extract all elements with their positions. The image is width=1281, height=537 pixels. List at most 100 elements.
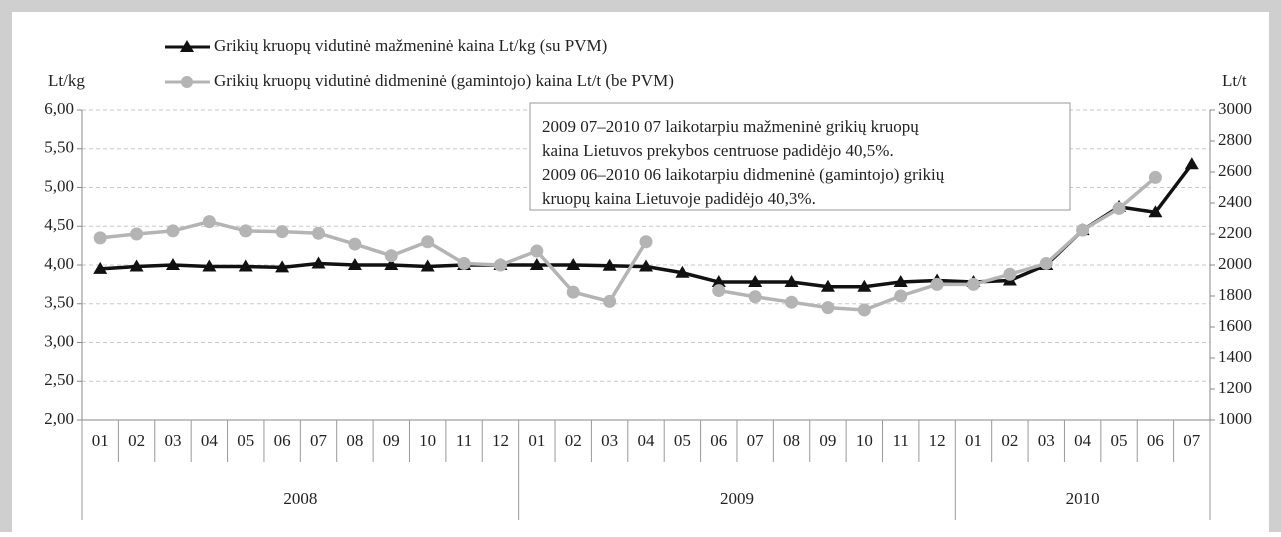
marker — [893, 275, 908, 288]
y2-tick-label: 1200 — [1218, 378, 1252, 397]
x-tick-label: 08 — [783, 431, 800, 450]
annotation-text: kruopų kaina Lietuvoje padidėjo 40,3%. — [542, 189, 816, 208]
marker — [493, 258, 507, 272]
x-tick-label: 02 — [128, 431, 145, 450]
x-tick-label: 05 — [1111, 431, 1128, 450]
marker — [93, 261, 108, 274]
y-tick-label: 3,50 — [44, 293, 74, 312]
marker — [1076, 223, 1090, 237]
marker — [421, 235, 435, 249]
marker — [748, 275, 763, 288]
x-tick-label: 04 — [638, 431, 656, 450]
marker — [1003, 267, 1017, 281]
marker — [348, 237, 362, 251]
marker — [820, 279, 835, 292]
marker — [785, 295, 799, 309]
y-tick-label: 4,50 — [44, 215, 74, 234]
marker — [675, 265, 690, 278]
marker — [457, 256, 471, 270]
marker — [784, 275, 799, 288]
marker — [275, 260, 290, 273]
y2-tick-label: 2200 — [1218, 223, 1252, 242]
x-tick-label: 12 — [929, 431, 946, 450]
x-tick-label: 04 — [1074, 431, 1092, 450]
annotation-text: 2009 06–2010 06 laikotarpiu didmeninė (g… — [542, 165, 945, 184]
x-tick-label: 07 — [747, 431, 765, 450]
y-tick-label: 4,00 — [44, 254, 74, 273]
y2-tick-label: 1000 — [1218, 409, 1252, 428]
marker — [603, 294, 617, 308]
marker — [602, 258, 617, 271]
marker — [1112, 201, 1126, 215]
marker — [312, 226, 326, 240]
y-tick-label: 3,00 — [44, 331, 74, 350]
marker — [347, 258, 362, 270]
y-axis-label: Lt/kg — [48, 71, 85, 90]
y-tick-label: 2,50 — [44, 370, 74, 389]
x-tick-label: 08 — [346, 431, 363, 450]
x-tick-label: 07 — [1183, 431, 1201, 450]
x-tick-label: 03 — [601, 431, 618, 450]
x-tick-label: 09 — [383, 431, 400, 450]
x-tick-label: 05 — [674, 431, 691, 450]
annotation-text: 2009 07–2010 07 laikotarpiu mažmeninė gr… — [542, 117, 919, 136]
marker — [166, 224, 180, 238]
y-tick-label: 2,00 — [44, 409, 74, 428]
x-tick-label: 03 — [1038, 431, 1055, 450]
legend-marker — [180, 40, 194, 52]
marker — [1148, 205, 1163, 218]
marker — [165, 258, 180, 270]
x-tick-label: 02 — [565, 431, 582, 450]
marker — [566, 258, 581, 270]
marker — [529, 258, 544, 270]
marker — [711, 275, 726, 288]
marker — [748, 290, 762, 304]
x-tick-label: 07 — [310, 431, 328, 450]
legend-marker — [181, 76, 193, 88]
y2-tick-label: 2600 — [1218, 161, 1252, 180]
marker — [530, 244, 544, 258]
marker — [712, 284, 726, 298]
background — [12, 12, 1269, 532]
marker — [821, 301, 835, 315]
marker — [93, 231, 107, 245]
marker — [857, 303, 871, 317]
y-tick-label: 6,00 — [44, 99, 74, 118]
x-tick-label: 01 — [965, 431, 982, 450]
x-tick-label: 06 — [1147, 431, 1164, 450]
x-tick-label: 04 — [201, 431, 219, 450]
marker — [1184, 157, 1199, 170]
y2-tick-label: 1600 — [1218, 316, 1252, 335]
marker — [311, 256, 326, 269]
marker — [857, 279, 872, 292]
marker — [930, 277, 944, 291]
x-tick-label: 01 — [92, 431, 109, 450]
x-tick-label: 12 — [492, 431, 509, 450]
y2-tick-label: 2000 — [1218, 254, 1252, 273]
group-label: 2009 — [720, 489, 754, 508]
marker — [129, 259, 144, 272]
x-tick-label: 03 — [164, 431, 181, 450]
marker — [202, 259, 217, 272]
marker — [384, 258, 399, 270]
x-tick-label: 09 — [819, 431, 836, 450]
marker — [202, 215, 216, 229]
marker — [130, 227, 144, 241]
x-tick-label: 02 — [1001, 431, 1018, 450]
marker — [420, 259, 435, 272]
marker — [275, 225, 289, 239]
series-line — [100, 219, 648, 304]
group-label: 2008 — [283, 489, 317, 508]
y-tick-label: 5,00 — [44, 176, 74, 195]
marker — [238, 259, 253, 272]
x-tick-label: 05 — [237, 431, 254, 450]
marker — [894, 289, 908, 303]
marker — [239, 224, 253, 238]
x-tick-label: 11 — [456, 431, 472, 450]
group-label: 2010 — [1066, 489, 1100, 508]
x-tick-label: 06 — [274, 431, 291, 450]
x-tick-label: 10 — [419, 431, 436, 450]
x-tick-label: 06 — [710, 431, 727, 450]
marker — [566, 285, 580, 299]
